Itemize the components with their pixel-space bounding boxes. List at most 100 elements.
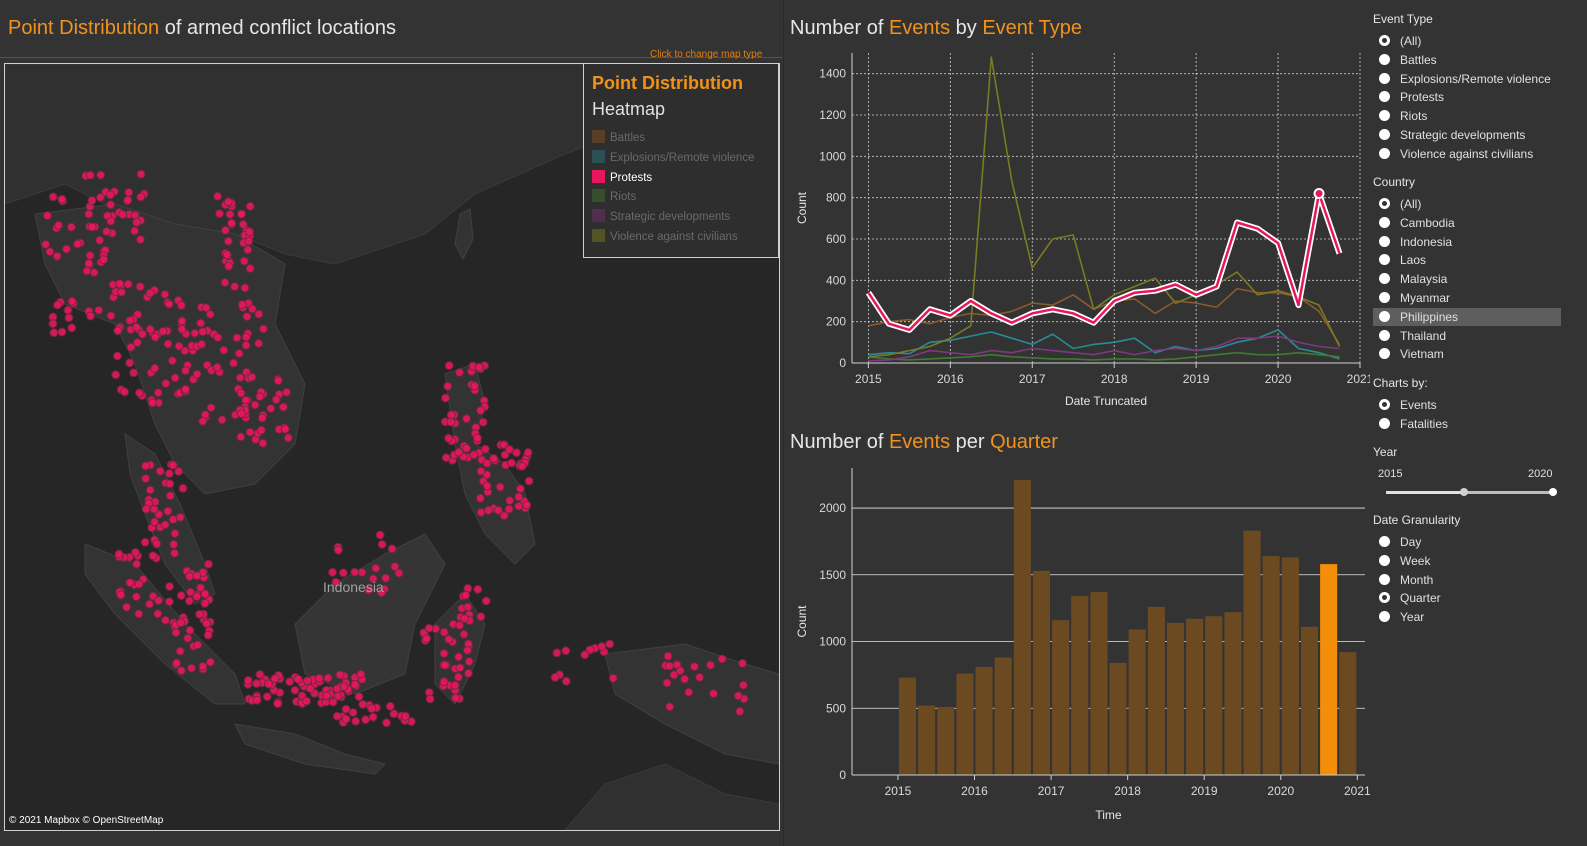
country-option-myanmar[interactable]: Myanmar (1373, 289, 1561, 307)
bar[interactable] (1052, 620, 1070, 775)
radio-label: Laos (1400, 253, 1427, 268)
event-type-option-riots[interactable]: Riots (1373, 107, 1561, 125)
radio-button[interactable] (1379, 235, 1390, 247)
country-option-malaysia[interactable]: Malaysia (1373, 270, 1561, 288)
event-type-option-explosions-remote-violence[interactable]: Explosions/Remote violence (1373, 70, 1561, 88)
conflict-map[interactable]: Indonesia (4, 63, 780, 831)
map-type-heatmap[interactable]: Heatmap (592, 99, 666, 119)
bar[interactable] (1262, 556, 1280, 775)
map-type-point-distribution[interactable]: Point Distribution (592, 73, 743, 93)
line-title-part4: Event Type (982, 17, 1083, 39)
granularity-option-month[interactable]: Month (1373, 571, 1561, 589)
map-canvas[interactable]: Indonesia (5, 64, 779, 830)
bar[interactable] (1090, 592, 1108, 775)
bar[interactable] (1032, 570, 1050, 775)
bar[interactable] (1300, 626, 1318, 775)
bar[interactable] (1281, 557, 1299, 775)
radio-button[interactable] (1379, 573, 1390, 585)
radio-button[interactable] (1379, 72, 1390, 84)
radio-button[interactable] (1379, 91, 1390, 103)
bar[interactable] (1243, 530, 1261, 775)
series-riots[interactable] (868, 351, 1340, 361)
series-strategic-developments[interactable] (868, 335, 1340, 362)
year-slider-track[interactable] (1386, 491, 1554, 494)
granularity-option-week[interactable]: Week (1373, 552, 1561, 570)
line-chart[interactable]: 0 200 400 600 800 1000 1200 1400 2015 2016 2017 201… (790, 45, 1370, 415)
land-java (234, 723, 386, 775)
event-type-option-violence-against-civilians[interactable]: Violence against civilians (1373, 145, 1561, 163)
radio-button[interactable] (1379, 273, 1390, 285)
bar[interactable] (994, 657, 1012, 776)
legend-item-battles[interactable]: Battles (592, 130, 645, 146)
bar[interactable] (1205, 616, 1223, 775)
radio-button[interactable] (1379, 399, 1390, 410)
radio-button[interactable] (1379, 329, 1390, 341)
country-filter-title: Country (1373, 175, 1416, 189)
charts-by-option-fatalities[interactable]: Fatalities (1373, 415, 1561, 433)
country-option-indonesia[interactable]: Indonesia (1373, 233, 1561, 251)
legend-item-protests[interactable]: Protests (592, 169, 652, 186)
event-type-option-battles[interactable]: Battles (1373, 51, 1561, 69)
change-map-type-link[interactable]: Click to change map type (650, 49, 763, 60)
bar[interactable] (898, 677, 916, 775)
bar[interactable] (937, 706, 955, 775)
radio-button[interactable] (1379, 310, 1390, 322)
radio-button[interactable] (1379, 53, 1390, 65)
series-battles[interactable] (868, 287, 1341, 345)
radio-button[interactable] (1379, 129, 1390, 140)
country-option-vietnam[interactable]: Vietnam (1373, 345, 1561, 363)
event-type-option-all[interactable]: (All) (1373, 32, 1561, 50)
radio-button[interactable] (1379, 592, 1390, 604)
country-option-all[interactable]: (All) (1373, 195, 1561, 213)
bar[interactable] (1147, 606, 1165, 775)
radio-button[interactable] (1379, 348, 1390, 360)
radio-button[interactable] (1379, 35, 1390, 46)
country-option-cambodia[interactable]: Cambodia (1373, 214, 1561, 232)
bar[interactable] (1320, 564, 1338, 775)
radio-button[interactable] (1379, 554, 1390, 566)
radio-button[interactable] (1379, 198, 1390, 209)
series-explosions-remote-violence[interactable] (868, 329, 1340, 360)
granularity-option-year[interactable]: Year (1373, 608, 1561, 626)
bar[interactable] (975, 666, 993, 775)
bar[interactable] (1339, 652, 1357, 775)
legend-item-explosions-remote-violence[interactable]: Explosions/Remote violence (592, 149, 754, 166)
radio-button[interactable] (1379, 110, 1390, 122)
series-protests[interactable] (865, 188, 1343, 333)
radio-button[interactable] (1379, 417, 1390, 429)
bar[interactable] (1071, 596, 1089, 775)
x-tick-label: 2015 (885, 784, 912, 798)
bar[interactable] (918, 705, 936, 775)
radio-button[interactable] (1379, 292, 1390, 303)
radio-button[interactable] (1379, 536, 1390, 547)
radio-button[interactable] (1379, 147, 1390, 159)
bar[interactable] (1186, 618, 1204, 775)
legend-item-strategic-developments[interactable]: Strategic developments (592, 209, 730, 225)
series-line-outline (865, 190, 1343, 333)
bar[interactable] (1166, 622, 1184, 775)
legend-item-violence-against-civilians[interactable]: Violence against civilians (592, 229, 738, 245)
country-option-laos[interactable]: Laos (1373, 251, 1561, 269)
country-option-thailand[interactable]: Thailand (1373, 327, 1561, 345)
radio-label: Cambodia (1400, 215, 1455, 230)
map-copyright: © 2021 Mapbox © OpenStreetMap (9, 815, 164, 826)
bar[interactable] (1109, 662, 1127, 775)
radio-button[interactable] (1379, 216, 1390, 228)
bar[interactable] (1013, 480, 1031, 775)
granularity-option-quarter[interactable]: Quarter (1373, 589, 1561, 607)
granularity-option-day[interactable]: Day (1373, 533, 1561, 551)
bar[interactable] (1128, 629, 1146, 776)
legend-item-riots[interactable]: Riots (592, 189, 636, 205)
radio-button[interactable] (1379, 254, 1390, 266)
year-slider-min-handle[interactable] (1460, 488, 1468, 496)
series-violence-against-civilians[interactable] (868, 56, 1341, 358)
bar[interactable] (956, 673, 974, 775)
event-type-option-strategic-developments[interactable]: Strategic developments (1373, 126, 1561, 144)
year-slider-max-handle[interactable] (1549, 488, 1557, 496)
country-option-philippines[interactable]: Philippines (1373, 307, 1561, 326)
bar[interactable] (1224, 612, 1242, 775)
radio-button[interactable] (1379, 611, 1390, 623)
bar-chart[interactable]: 0 500 1000 1500 2000 2015 2016 2017 2018 2019 2020… (790, 460, 1370, 835)
event-type-option-protests[interactable]: Protests (1373, 88, 1561, 106)
charts-by-option-events[interactable]: Events (1373, 396, 1561, 414)
